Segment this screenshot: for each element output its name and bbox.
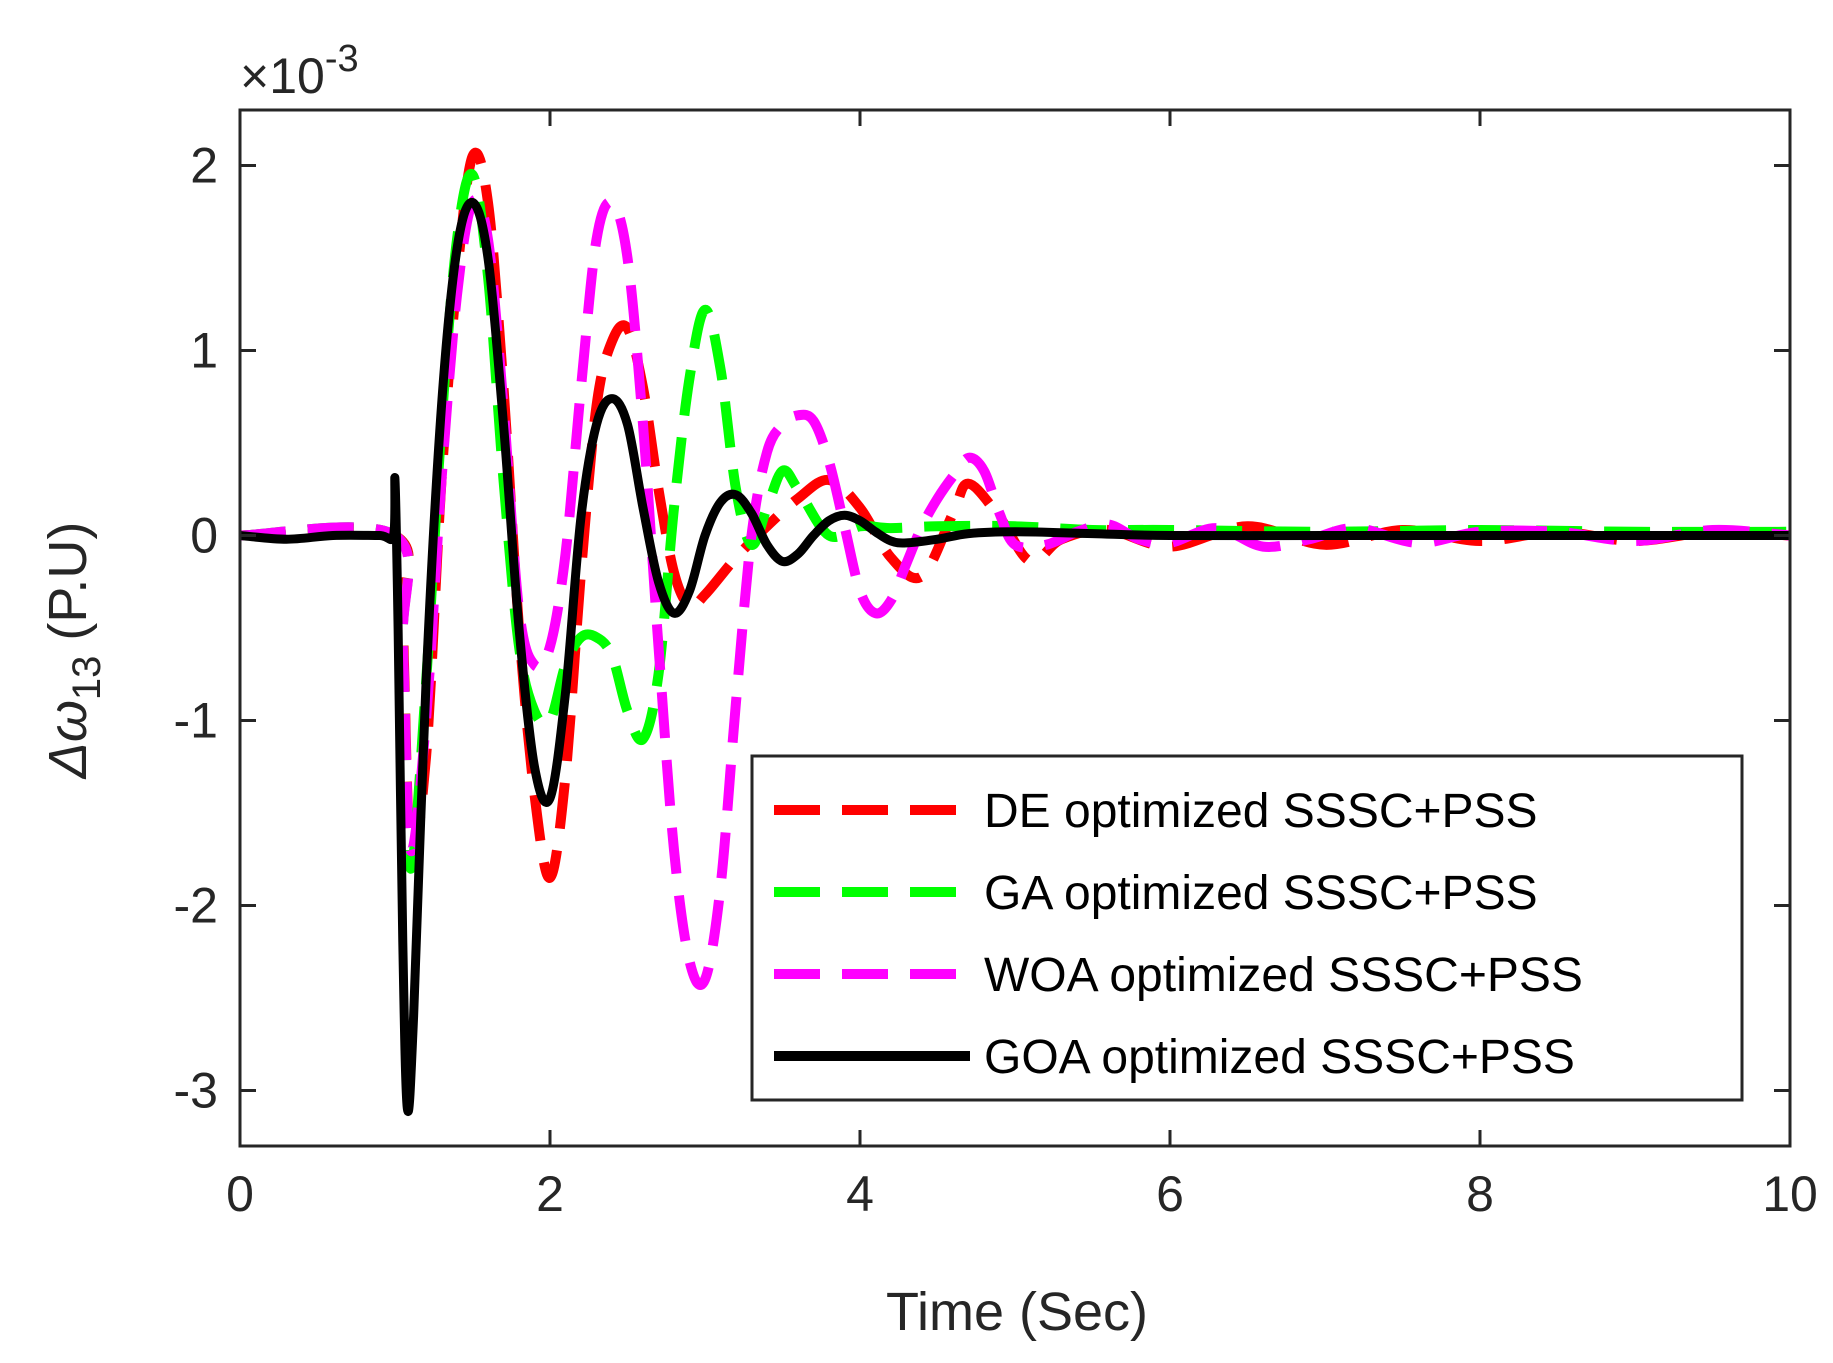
y-axis-label-unit: (P.U) [38,522,98,656]
y-exponent-label: ×10-3 [240,38,359,104]
legend-label-3: WOA optimized SSSC+PSS [984,949,1583,1002]
x-axis-label: Time (Sec) [886,1282,1148,1342]
y-tick-label: -2 [174,878,218,934]
x-tick-label: 6 [1156,1166,1184,1222]
x-tick-label: 4 [846,1166,874,1222]
series-line-3 [240,194,1790,990]
legend-label-1: DE optimized SSSC+PSS [984,785,1538,838]
y-tick-label: 1 [190,323,218,379]
legend-label-2: GA optimized SSSC+PSS [984,867,1538,920]
x-tick-label: 8 [1466,1166,1494,1222]
plot-frame [238,108,1792,1148]
legend-label-4: GOA optimized SSSC+PSS [984,1031,1575,1084]
x-tick-label: 10 [1762,1166,1818,1222]
y-axis-label-main: Δω [38,700,98,780]
y-axis-label: Δω13 (P.U) [38,522,109,781]
series-lines [240,147,1790,1116]
y-tick-label: 0 [190,508,218,564]
y-axis-label-subscript: 13 [65,656,109,701]
series-line-2 [240,168,1790,874]
x-tick-label: 2 [536,1166,564,1222]
y-exponent-power: -3 [325,38,359,80]
series-line-4 [240,198,1790,1116]
x-tick-label: 0 [226,1166,254,1222]
axes: 0 2 4 6 8 10 -3 -2 -1 0 1 2 [174,108,1818,1222]
y-exponent-prefix: ×10 [240,48,325,104]
legend: DE optimized SSSC+PSS GA optimized SSSC+P… [750,754,1744,1102]
y-tick-label: -1 [174,693,218,749]
y-tick-label: -3 [174,1063,218,1119]
y-tick-label: 2 [190,138,218,194]
